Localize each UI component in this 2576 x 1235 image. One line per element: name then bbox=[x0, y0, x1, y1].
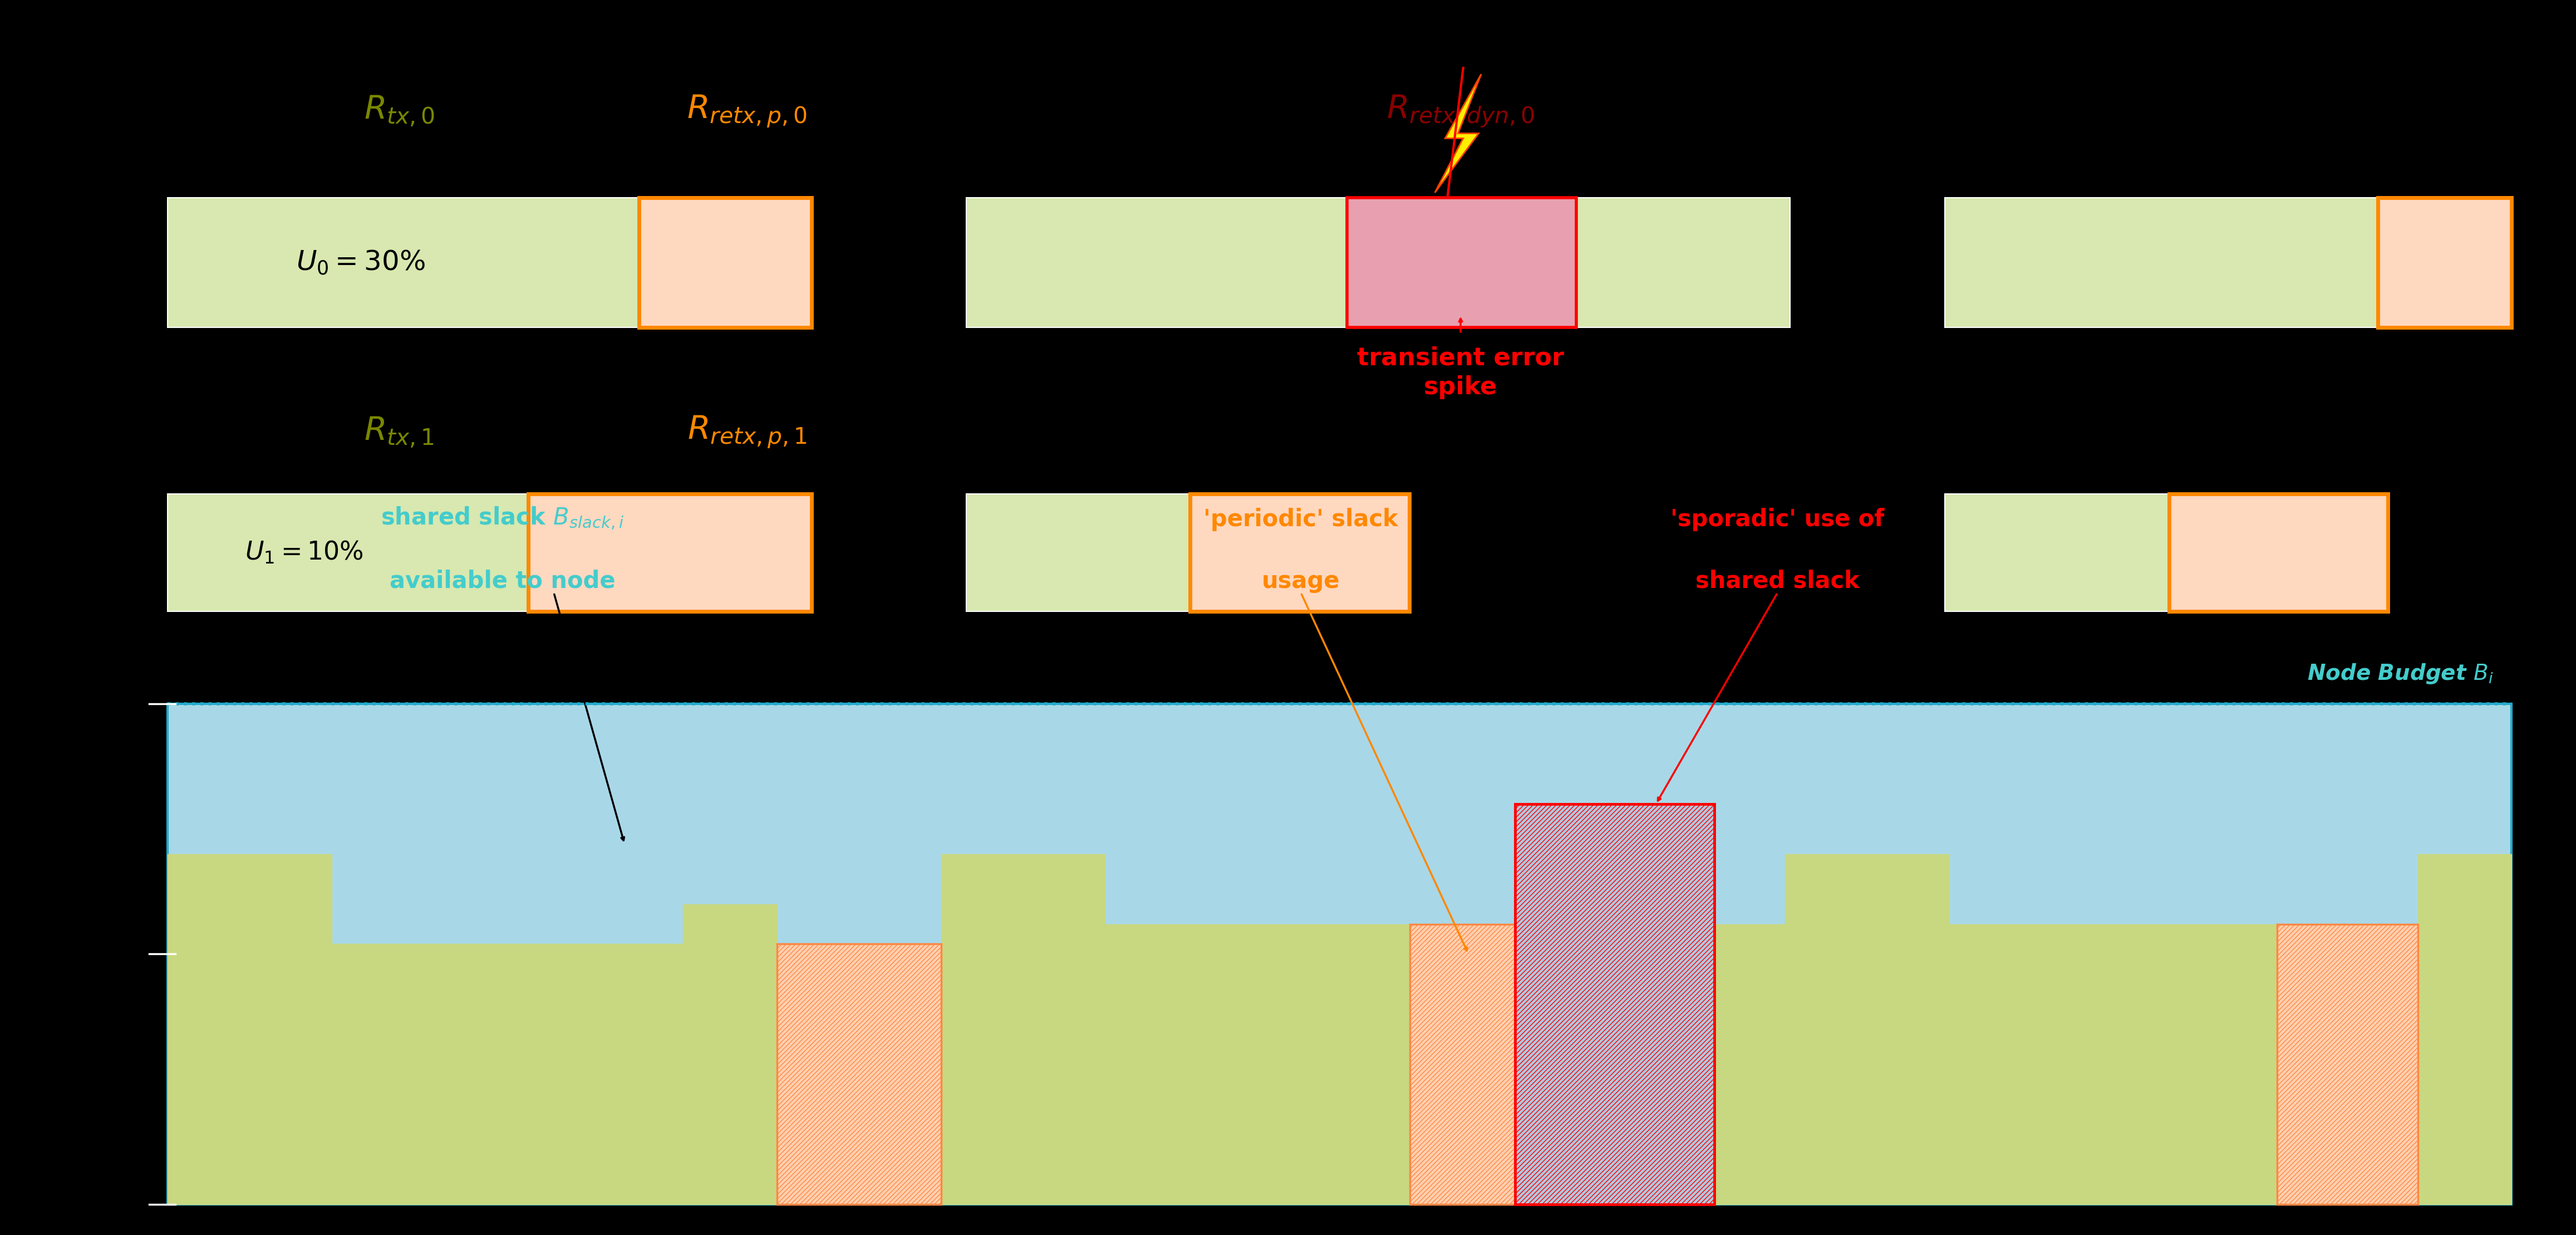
Bar bbox=[167, 198, 639, 327]
Bar bbox=[2277, 924, 2419, 1204]
Polygon shape bbox=[1435, 74, 1481, 193]
Text: $U_1 = 10\%$: $U_1 = 10\%$ bbox=[245, 540, 363, 566]
Text: $R_{retx,dyn,0}$: $R_{retx,dyn,0}$ bbox=[1386, 94, 1535, 128]
Polygon shape bbox=[167, 855, 2512, 1204]
Bar bbox=[1945, 494, 2169, 611]
Text: $R_{retx,p,0}$: $R_{retx,p,0}$ bbox=[688, 94, 806, 128]
Text: shared slack: shared slack bbox=[1695, 569, 1860, 593]
Text: 'sporadic' use of: 'sporadic' use of bbox=[1669, 508, 1886, 531]
Text: $R_{retx,p,1}$: $R_{retx,p,1}$ bbox=[688, 415, 806, 450]
Bar bbox=[639, 198, 811, 327]
Text: $R_{tx,0}$: $R_{tx,0}$ bbox=[363, 94, 435, 128]
Text: available to node: available to node bbox=[389, 569, 616, 593]
Bar bbox=[1577, 198, 1790, 327]
Text: usage: usage bbox=[1262, 569, 1340, 593]
Text: shared slack $B_{slack,i}$: shared slack $B_{slack,i}$ bbox=[381, 505, 623, 531]
Bar bbox=[2169, 494, 2388, 611]
Bar bbox=[1945, 198, 2378, 327]
Bar bbox=[1409, 924, 1574, 1204]
Bar bbox=[528, 494, 811, 611]
Text: Node Budget $B_i$: Node Budget $B_i$ bbox=[2308, 662, 2494, 685]
Text: transient error
spike: transient error spike bbox=[1358, 346, 1564, 399]
Bar bbox=[1190, 494, 1409, 611]
Text: $R_{tx,1}$: $R_{tx,1}$ bbox=[363, 415, 435, 450]
Bar bbox=[167, 494, 528, 611]
Bar bbox=[1347, 198, 1577, 327]
Bar bbox=[167, 704, 2512, 1204]
Bar bbox=[966, 198, 1347, 327]
Text: $U_0 = 30\%$: $U_0 = 30\%$ bbox=[296, 248, 425, 277]
Bar bbox=[2378, 198, 2512, 327]
Text: 'periodic' slack: 'periodic' slack bbox=[1203, 508, 1399, 531]
Bar bbox=[966, 494, 1190, 611]
Bar bbox=[778, 944, 940, 1204]
Bar bbox=[1515, 804, 1716, 1204]
